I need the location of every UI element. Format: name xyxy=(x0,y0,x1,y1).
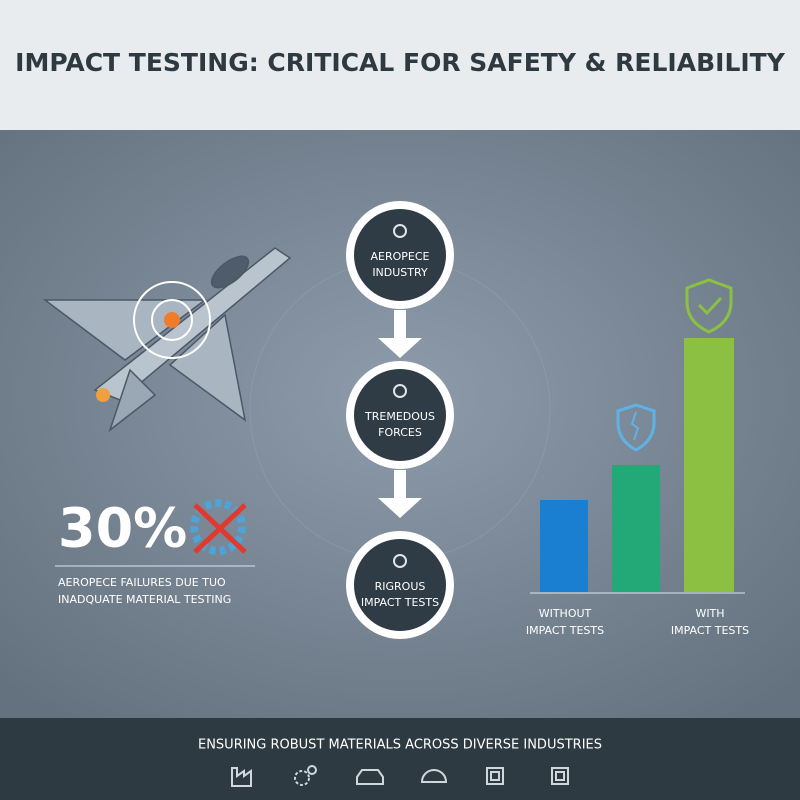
node-icon xyxy=(393,384,407,398)
jet-illustration xyxy=(42,247,292,433)
bar-label: IMPACT TESTS xyxy=(526,624,604,637)
footer-background xyxy=(0,718,800,800)
bar-label: IMPACT TESTS xyxy=(671,624,749,637)
flow-node-label: FORCES xyxy=(378,426,422,439)
footer-icons xyxy=(231,765,569,787)
node-icon xyxy=(393,554,407,568)
flow-node-label: RIGROUS xyxy=(375,580,426,593)
flow-node-label: AEROPECE xyxy=(371,250,430,263)
comparison-bars xyxy=(530,278,745,594)
header-background xyxy=(0,0,800,130)
flow: AEROPECE INDUSTRY TREMEDOUS FORCES RIGROUS IM… xyxy=(346,201,454,639)
flow-node-inner xyxy=(354,209,446,301)
flow-node-label: IMPACT TESTS xyxy=(361,596,439,609)
stat-caption: AEROPECE FAILURES DUE TUO xyxy=(58,576,226,589)
flow-node-inner xyxy=(354,369,446,461)
stat-caption: INADQUATE MATERIAL TESTING xyxy=(58,593,231,606)
flow-node-label: INDUSTRY xyxy=(372,266,428,279)
stat-value: 30% xyxy=(58,497,187,560)
bar-label: WITH xyxy=(695,607,724,620)
flow-node-label: TREMEDOUS xyxy=(364,410,435,423)
gear-icon xyxy=(190,499,247,555)
bar-label: WITHOUT xyxy=(539,607,592,620)
node-icon xyxy=(393,224,407,238)
header-title: IMPACT TESTING: CRITICAL FOR SAFETY & RE… xyxy=(15,48,786,77)
flow-node-inner xyxy=(354,539,446,631)
footer-title: ENSURING ROBUST MATERIALS ACROSS DIVERSE… xyxy=(198,738,602,753)
flow-arrows xyxy=(378,310,422,518)
comparison-labels: WITHOUT IMPACT TESTS WITH IMPACT TESTS xyxy=(526,607,749,637)
